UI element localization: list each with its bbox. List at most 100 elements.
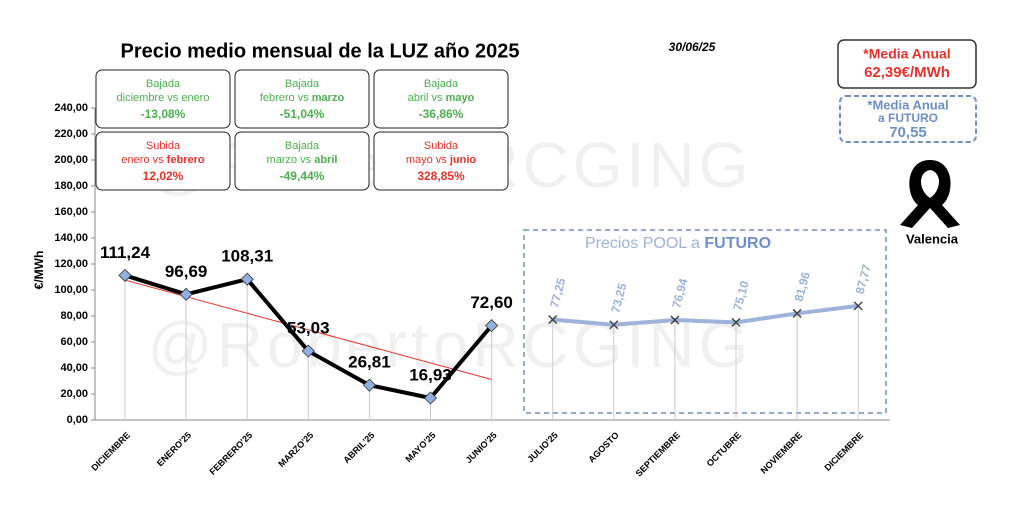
future-mean-text: a FUTURO bbox=[878, 111, 938, 125]
mourning-label: Valencia bbox=[906, 231, 959, 246]
y-tick-label: 100,00 bbox=[54, 284, 88, 296]
future-mean-text: 70,55 bbox=[889, 124, 927, 141]
y-tick-label: 180,00 bbox=[54, 180, 88, 192]
chart-title: Precio medio mensual de la LUZ año 2025 bbox=[120, 40, 519, 62]
info-pct: 328,85% bbox=[417, 169, 465, 183]
point-marker bbox=[301, 344, 315, 358]
date: 30/06/25 bbox=[669, 40, 716, 54]
data-label: 72,60 bbox=[470, 293, 513, 312]
desc-part: diciembre vs enero bbox=[117, 92, 210, 104]
annual-mean-text: 62,39€/MWh bbox=[864, 64, 950, 81]
point-marker bbox=[609, 320, 619, 330]
info-pct: 12,02% bbox=[143, 169, 184, 183]
data-label: 75,10 bbox=[730, 279, 751, 312]
info-box bbox=[234, 69, 370, 129]
y-tick-label: 220,00 bbox=[54, 128, 88, 140]
desc-part: junio bbox=[449, 154, 477, 166]
desc-part: marzo vs bbox=[267, 154, 315, 166]
data-label: 53,03 bbox=[287, 319, 330, 338]
y-tick-label: 200,00 bbox=[54, 154, 88, 166]
desc-part: mayo bbox=[446, 92, 475, 104]
y-tick-label: 120,00 bbox=[54, 258, 88, 270]
data-label: 111,24 bbox=[100, 243, 151, 262]
x-tick-label: DICIEMBRE bbox=[89, 430, 132, 473]
y-tick-label: 240,00 bbox=[54, 102, 88, 114]
mourning-ribbon bbox=[900, 160, 960, 228]
data-label: 77,25 bbox=[547, 276, 568, 309]
desc-part: mayo vs bbox=[406, 154, 450, 166]
info-box bbox=[373, 131, 509, 191]
x-tick-label: JUNIO'25 bbox=[464, 430, 499, 465]
point-marker bbox=[240, 272, 254, 286]
title-part: FUTURO bbox=[704, 235, 771, 252]
info-desc: mayo vs junio bbox=[406, 154, 477, 166]
y-tick-label: 160,00 bbox=[54, 206, 88, 218]
series-line bbox=[552, 303, 859, 327]
future-mean-text: *Media Anual bbox=[867, 97, 948, 112]
data-label: 81,96 bbox=[792, 270, 813, 303]
y-axis-label: €/MWh bbox=[32, 251, 46, 290]
x-tick-label: MARZO'25 bbox=[276, 430, 315, 469]
info-pct: -51,04% bbox=[280, 107, 325, 121]
info-box bbox=[95, 131, 231, 191]
info-box bbox=[373, 69, 509, 129]
point-marker bbox=[792, 308, 802, 318]
future-panel-title: Precios POOL a FUTURO bbox=[585, 235, 771, 252]
info-desc: marzo vs abril bbox=[267, 154, 338, 166]
point-marker bbox=[670, 315, 680, 325]
y-tick-label: 80,00 bbox=[60, 310, 88, 322]
x-tick-label: ABRIL'25 bbox=[341, 430, 376, 465]
data-label: 16,93 bbox=[409, 365, 452, 384]
desc-part: enero vs bbox=[121, 154, 166, 166]
annual-mean-text: *Media Anual bbox=[863, 46, 950, 62]
desc-part: abril vs bbox=[408, 92, 446, 104]
desc-part: febrero bbox=[167, 154, 205, 166]
y-tick-label: 0,00 bbox=[67, 414, 88, 426]
info-pct: -49,44% bbox=[280, 169, 325, 183]
data-label: 108,31 bbox=[221, 247, 273, 266]
info-pct: -13,08% bbox=[141, 107, 186, 121]
desc-part: abril bbox=[314, 154, 337, 166]
info-pct: -36,86% bbox=[419, 107, 464, 121]
y-tick-label: 60,00 bbox=[60, 336, 88, 348]
desc-part: marzo bbox=[312, 92, 345, 104]
x-tick-label: FEBRERO'25 bbox=[208, 430, 255, 477]
point-marker bbox=[179, 287, 193, 301]
data-label: 26,81 bbox=[348, 353, 391, 372]
info-kind: Subida bbox=[424, 140, 459, 152]
data-label: 96,69 bbox=[165, 262, 208, 281]
point-marker bbox=[485, 319, 499, 333]
x-tick-label: AGOSTO bbox=[586, 430, 621, 465]
info-desc: abril vs mayo bbox=[408, 92, 475, 104]
data-label: 87,77 bbox=[853, 263, 874, 296]
x-tick-label: SEPTIEMBRE bbox=[634, 430, 682, 478]
future-mean-box bbox=[839, 95, 977, 143]
y-tick-label: 40,00 bbox=[60, 362, 88, 374]
point-marker bbox=[731, 317, 741, 327]
x-tick-label: OCTUBRE bbox=[705, 430, 744, 469]
info-desc: febrero vs marzo bbox=[260, 92, 345, 104]
x-tick-label: DICIEMBRE bbox=[823, 430, 866, 473]
info-box bbox=[234, 131, 370, 191]
info-kind: Bajada bbox=[146, 78, 181, 90]
data-label: 76,94 bbox=[669, 277, 690, 310]
point-marker bbox=[362, 378, 376, 392]
point-marker bbox=[423, 391, 438, 405]
desc-part: febrero vs bbox=[260, 92, 312, 104]
point-marker bbox=[548, 315, 558, 325]
info-kind: Bajada bbox=[285, 140, 320, 152]
info-desc: diciembre vs enero bbox=[117, 92, 210, 104]
point-marker bbox=[118, 268, 132, 282]
x-tick-label: ENERO'25 bbox=[155, 430, 193, 468]
future-panel bbox=[523, 229, 887, 414]
x-tick-label: JULIO'25 bbox=[525, 430, 559, 464]
y-tick-label: 20,00 bbox=[60, 388, 88, 400]
info-kind: Bajada bbox=[424, 78, 459, 90]
title-part: Precios POOL a bbox=[585, 235, 704, 252]
point-marker bbox=[853, 301, 863, 311]
y-tick-label: 140,00 bbox=[54, 232, 88, 244]
x-tick-label: MAYO'25 bbox=[403, 430, 437, 464]
info-box bbox=[95, 69, 231, 129]
info-kind: Bajada bbox=[285, 78, 320, 90]
